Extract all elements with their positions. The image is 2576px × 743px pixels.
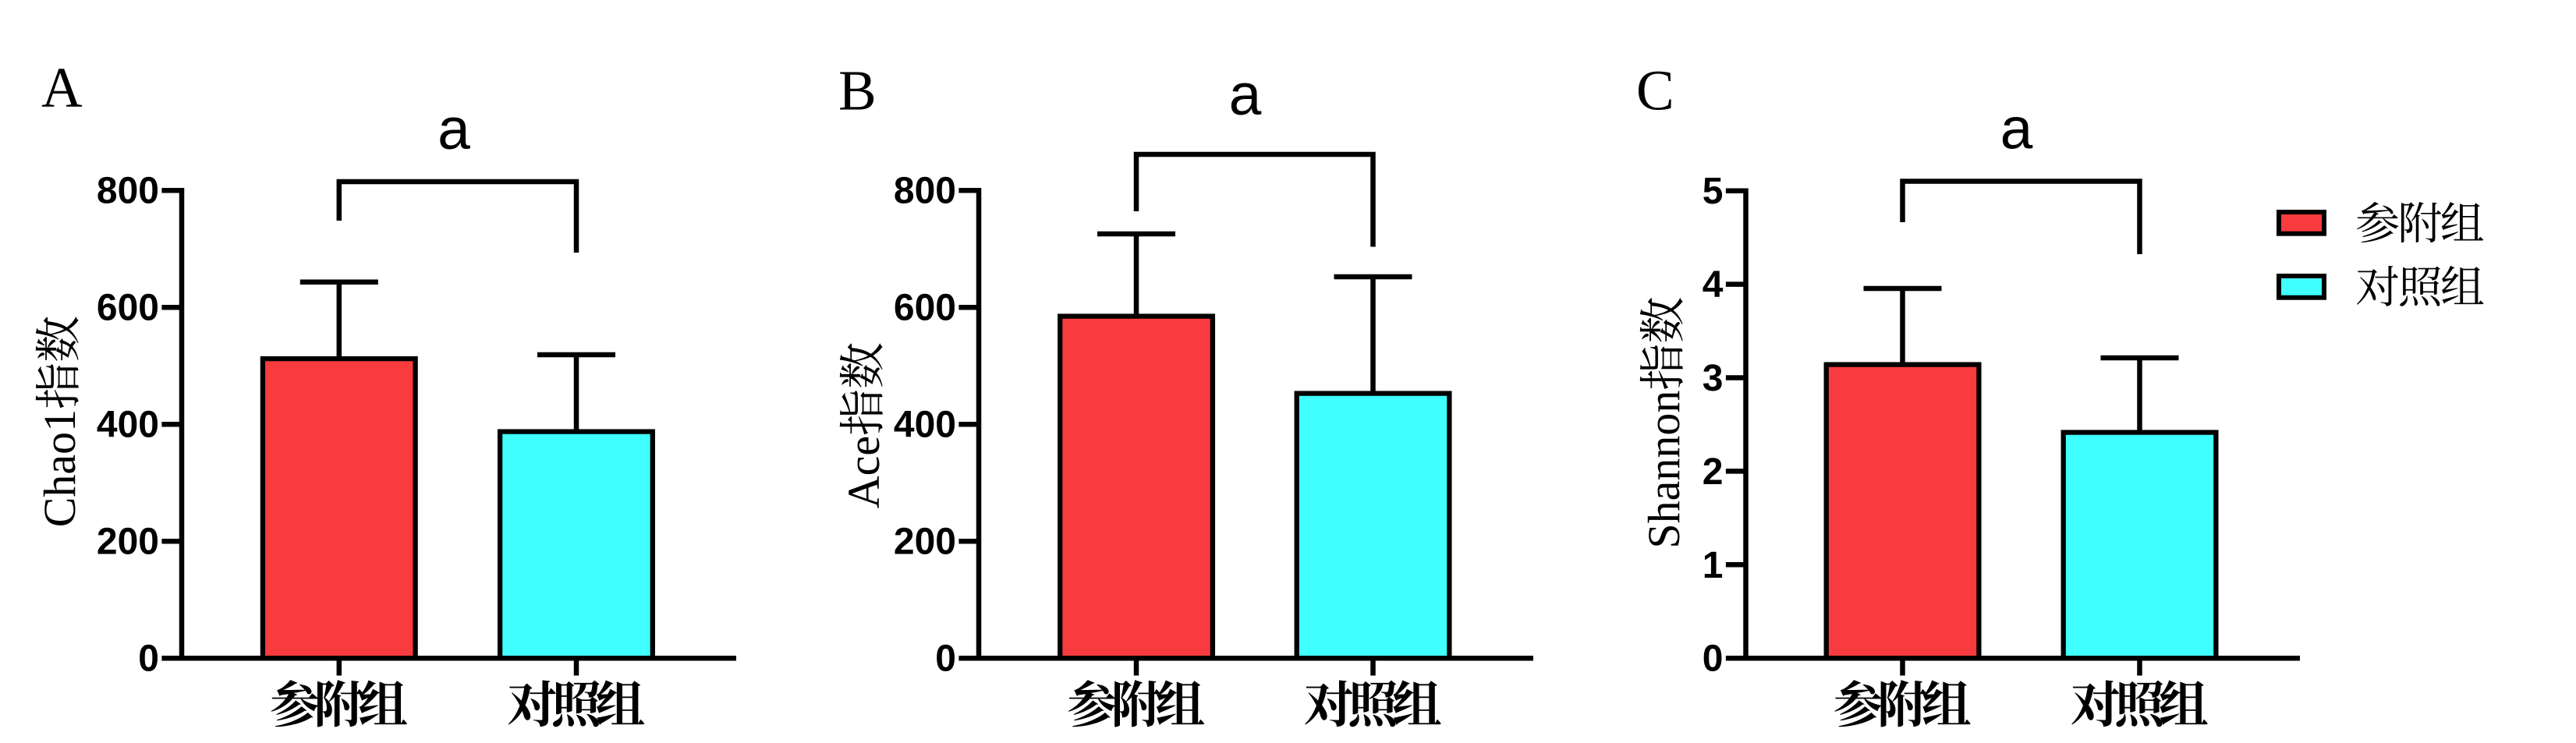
svg-text:5: 5 [1703,171,1724,212]
svg-text:600: 600 [894,288,956,329]
svg-text:C: C [1636,59,1674,122]
svg-text:Chao1: Chao1 [34,409,85,527]
svg-text:600: 600 [97,288,159,329]
svg-text:3: 3 [1703,358,1724,399]
svg-text:a: a [1229,62,1262,127]
svg-text:Ace: Ace [838,436,889,508]
svg-text:400: 400 [894,405,956,446]
svg-text:200: 200 [97,522,159,563]
svg-text:200: 200 [894,522,956,563]
svg-text:1: 1 [1703,545,1724,586]
svg-text:800: 800 [97,171,159,212]
svg-text:B: B [838,59,877,122]
svg-text:Shannon: Shannon [1639,391,1689,549]
svg-text:0: 0 [935,639,956,680]
svg-text:A: A [41,56,83,119]
svg-text:a: a [2000,96,2033,161]
svg-text:a: a [438,96,470,161]
svg-text:2: 2 [1703,451,1724,493]
svg-text:4: 4 [1703,264,1724,306]
svg-text:0: 0 [138,639,159,680]
svg-text:400: 400 [97,405,159,446]
svg-text:800: 800 [894,171,956,212]
svg-text:0: 0 [1703,639,1724,680]
